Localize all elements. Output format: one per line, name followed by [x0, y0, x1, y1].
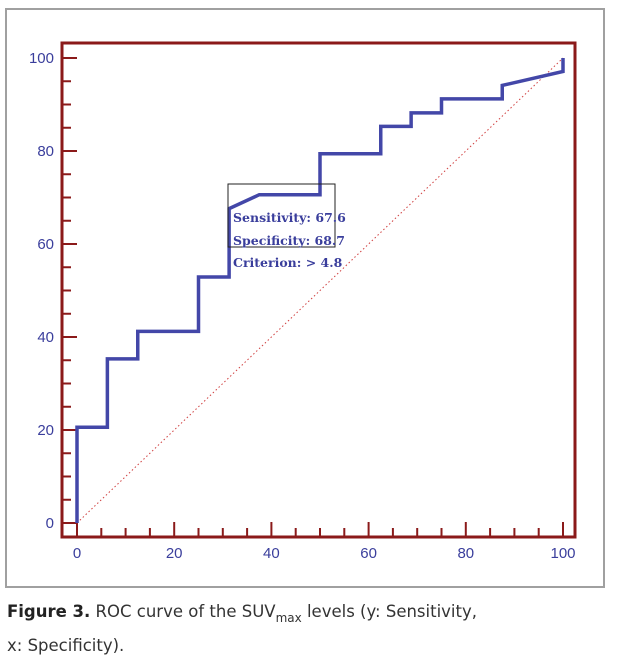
- x-tick-label: 20: [166, 545, 183, 562]
- caption-subscript: max: [275, 611, 302, 625]
- x-tick-label: 100: [550, 545, 575, 562]
- y-tick-label: 60: [37, 236, 54, 253]
- figure-box: [5, 8, 605, 588]
- x-tick-label: 80: [457, 545, 474, 562]
- annotation-specificity: Specificity: 68.7: [233, 233, 345, 248]
- caption-text: ROC curve of the SUV: [90, 602, 276, 621]
- x-tick-label: 40: [263, 545, 280, 562]
- roc-chart: 0 20 40 60 80 100 0 20 40 60 80 100 Sensitivity: 67…: [29, 41, 577, 562]
- y-tick-label: 100: [29, 50, 54, 67]
- x-tick-label: 0: [73, 545, 81, 562]
- annotation-box: Sensitivity: 67.6 Specificity: 68.7 Crit…: [227, 183, 346, 270]
- y-tick-label: 80: [37, 143, 54, 160]
- annotation-sensitivity: Sensitivity: 67.6: [233, 210, 346, 225]
- y-tick-label: 20: [37, 422, 54, 439]
- caption-text-after: levels (y: Sensitivity,: [301, 602, 477, 621]
- y-tick-label: 40: [37, 329, 54, 346]
- caption-label: Figure 3.: [7, 602, 91, 621]
- reference-line: [76, 57, 564, 524]
- figure-caption: Figure 3. ROC curve of the SUVmax levels…: [7, 598, 607, 660]
- roc-curve: [75, 58, 565, 523]
- annotation-criterion: Criterion: > 4.8: [233, 255, 343, 270]
- y-tick-label: 0: [46, 515, 54, 532]
- caption-line2: x: Specificity).: [7, 636, 125, 655]
- x-tick-label: 60: [360, 545, 377, 562]
- plot-frame: [60, 41, 577, 539]
